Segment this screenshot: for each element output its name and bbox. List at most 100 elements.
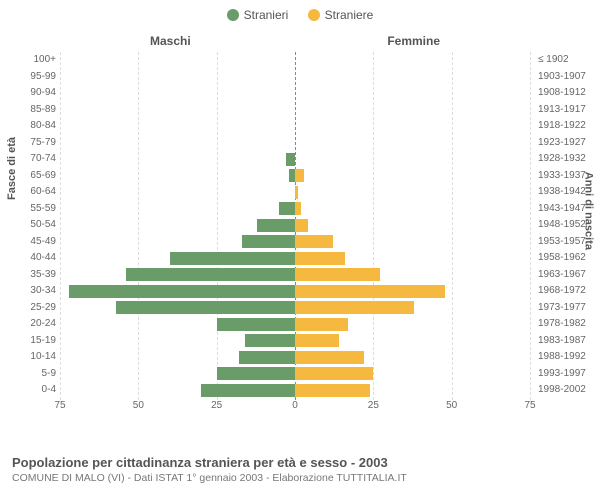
bar-female (295, 318, 348, 331)
x-tick: 75 (524, 400, 535, 411)
y-right-label: 1958-1962 (538, 250, 600, 267)
bar-row (60, 184, 530, 201)
y-left-label: 75-79 (0, 135, 56, 152)
bar-row (60, 85, 530, 102)
bar-female (295, 252, 345, 265)
y-right-label: 1938-1942 (538, 184, 600, 201)
bar-male (217, 367, 295, 380)
bar-female (295, 384, 370, 397)
bar-row (60, 349, 530, 366)
y-left-label: 25-29 (0, 300, 56, 317)
x-tick: 0 (292, 400, 298, 411)
x-tick: 75 (54, 400, 65, 411)
x-tick: 25 (211, 400, 222, 411)
bar-row (60, 217, 530, 234)
bar-male (126, 268, 295, 281)
y-left-label: 70-74 (0, 151, 56, 168)
bar-male (239, 351, 295, 364)
bar-male (217, 318, 295, 331)
bar-row (60, 300, 530, 317)
caption-sub: COMUNE DI MALO (VI) - Dati ISTAT 1° genn… (12, 472, 407, 484)
bar-male (257, 219, 295, 232)
y-left-label: 55-59 (0, 201, 56, 218)
legend-female-swatch (308, 9, 320, 21)
y-left-label: 95-99 (0, 69, 56, 86)
y-left-label: 5-9 (0, 366, 56, 383)
y-left-label: 85-89 (0, 102, 56, 119)
y-left-label: 15-19 (0, 333, 56, 350)
y-left-label: 90-94 (0, 85, 56, 102)
x-tick: 25 (368, 400, 379, 411)
legend-male-label: Stranieri (244, 8, 289, 22)
bar-male (286, 153, 295, 166)
bar-female (295, 235, 333, 248)
y-right-label: 1968-1972 (538, 283, 600, 300)
legend-female: Straniere (308, 8, 374, 22)
bar-male (279, 202, 295, 215)
y-right-label: 1943-1947 (538, 201, 600, 218)
chart-area: Maschi Femmine (60, 30, 530, 430)
bar-female (295, 202, 301, 215)
y-right-label: 1973-1977 (538, 300, 600, 317)
y-left-label: 65-69 (0, 168, 56, 185)
bar-female (295, 285, 445, 298)
y-right-label: 1988-1992 (538, 349, 600, 366)
bar-row (60, 102, 530, 119)
bar-male (170, 252, 295, 265)
column-header-male: Maschi (150, 34, 191, 48)
bar-row (60, 316, 530, 333)
column-header-female: Femmine (387, 34, 440, 48)
y-left-label: 50-54 (0, 217, 56, 234)
bar-male (201, 384, 295, 397)
y-left-label: 60-64 (0, 184, 56, 201)
bar-female (295, 186, 298, 199)
y-axis-right-labels: ≤ 19021903-19071908-19121913-19171918-19… (538, 52, 600, 399)
legend-male: Stranieri (227, 8, 289, 22)
y-right-label: 1928-1932 (538, 151, 600, 168)
x-tick: 50 (446, 400, 457, 411)
bar-row (60, 267, 530, 284)
y-right-label: 1908-1912 (538, 85, 600, 102)
y-right-label: 1978-1982 (538, 316, 600, 333)
y-right-label: 1923-1927 (538, 135, 600, 152)
bar-female (295, 334, 339, 347)
y-left-label: 30-34 (0, 283, 56, 300)
y-right-label: ≤ 1902 (538, 52, 600, 69)
bar-row (60, 366, 530, 383)
legend-male-swatch (227, 9, 239, 21)
y-right-label: 1903-1907 (538, 69, 600, 86)
bar-row (60, 151, 530, 168)
y-left-label: 0-4 (0, 382, 56, 399)
y-right-label: 1948-1952 (538, 217, 600, 234)
bar-rows (60, 52, 530, 399)
bar-male (242, 235, 295, 248)
y-left-label: 100+ (0, 52, 56, 69)
y-left-label: 20-24 (0, 316, 56, 333)
caption-title: Popolazione per cittadinanza straniera p… (12, 455, 407, 470)
y-right-label: 1933-1937 (538, 168, 600, 185)
bar-row (60, 250, 530, 267)
bar-female (295, 268, 380, 281)
y-right-label: 1918-1922 (538, 118, 600, 135)
bar-row (60, 69, 530, 86)
bar-row (60, 333, 530, 350)
caption: Popolazione per cittadinanza straniera p… (12, 455, 407, 484)
bar-row (60, 135, 530, 152)
bar-female (295, 351, 364, 364)
legend: Stranieri Straniere (0, 0, 600, 26)
y-axis-left-labels: 100+95-9990-9485-8980-8475-7970-7465-696… (0, 52, 56, 399)
bar-row (60, 52, 530, 69)
y-right-label: 1983-1987 (538, 333, 600, 350)
bar-row (60, 118, 530, 135)
y-left-label: 35-39 (0, 267, 56, 284)
legend-female-label: Straniere (325, 8, 374, 22)
bar-female (295, 301, 414, 314)
bar-row (60, 234, 530, 251)
y-right-label: 1913-1917 (538, 102, 600, 119)
bar-male (116, 301, 295, 314)
bar-female (295, 367, 373, 380)
x-axis: 7550250255075 (60, 400, 530, 420)
bar-female (295, 219, 308, 232)
bar-female (295, 169, 304, 182)
y-right-label: 1953-1957 (538, 234, 600, 251)
